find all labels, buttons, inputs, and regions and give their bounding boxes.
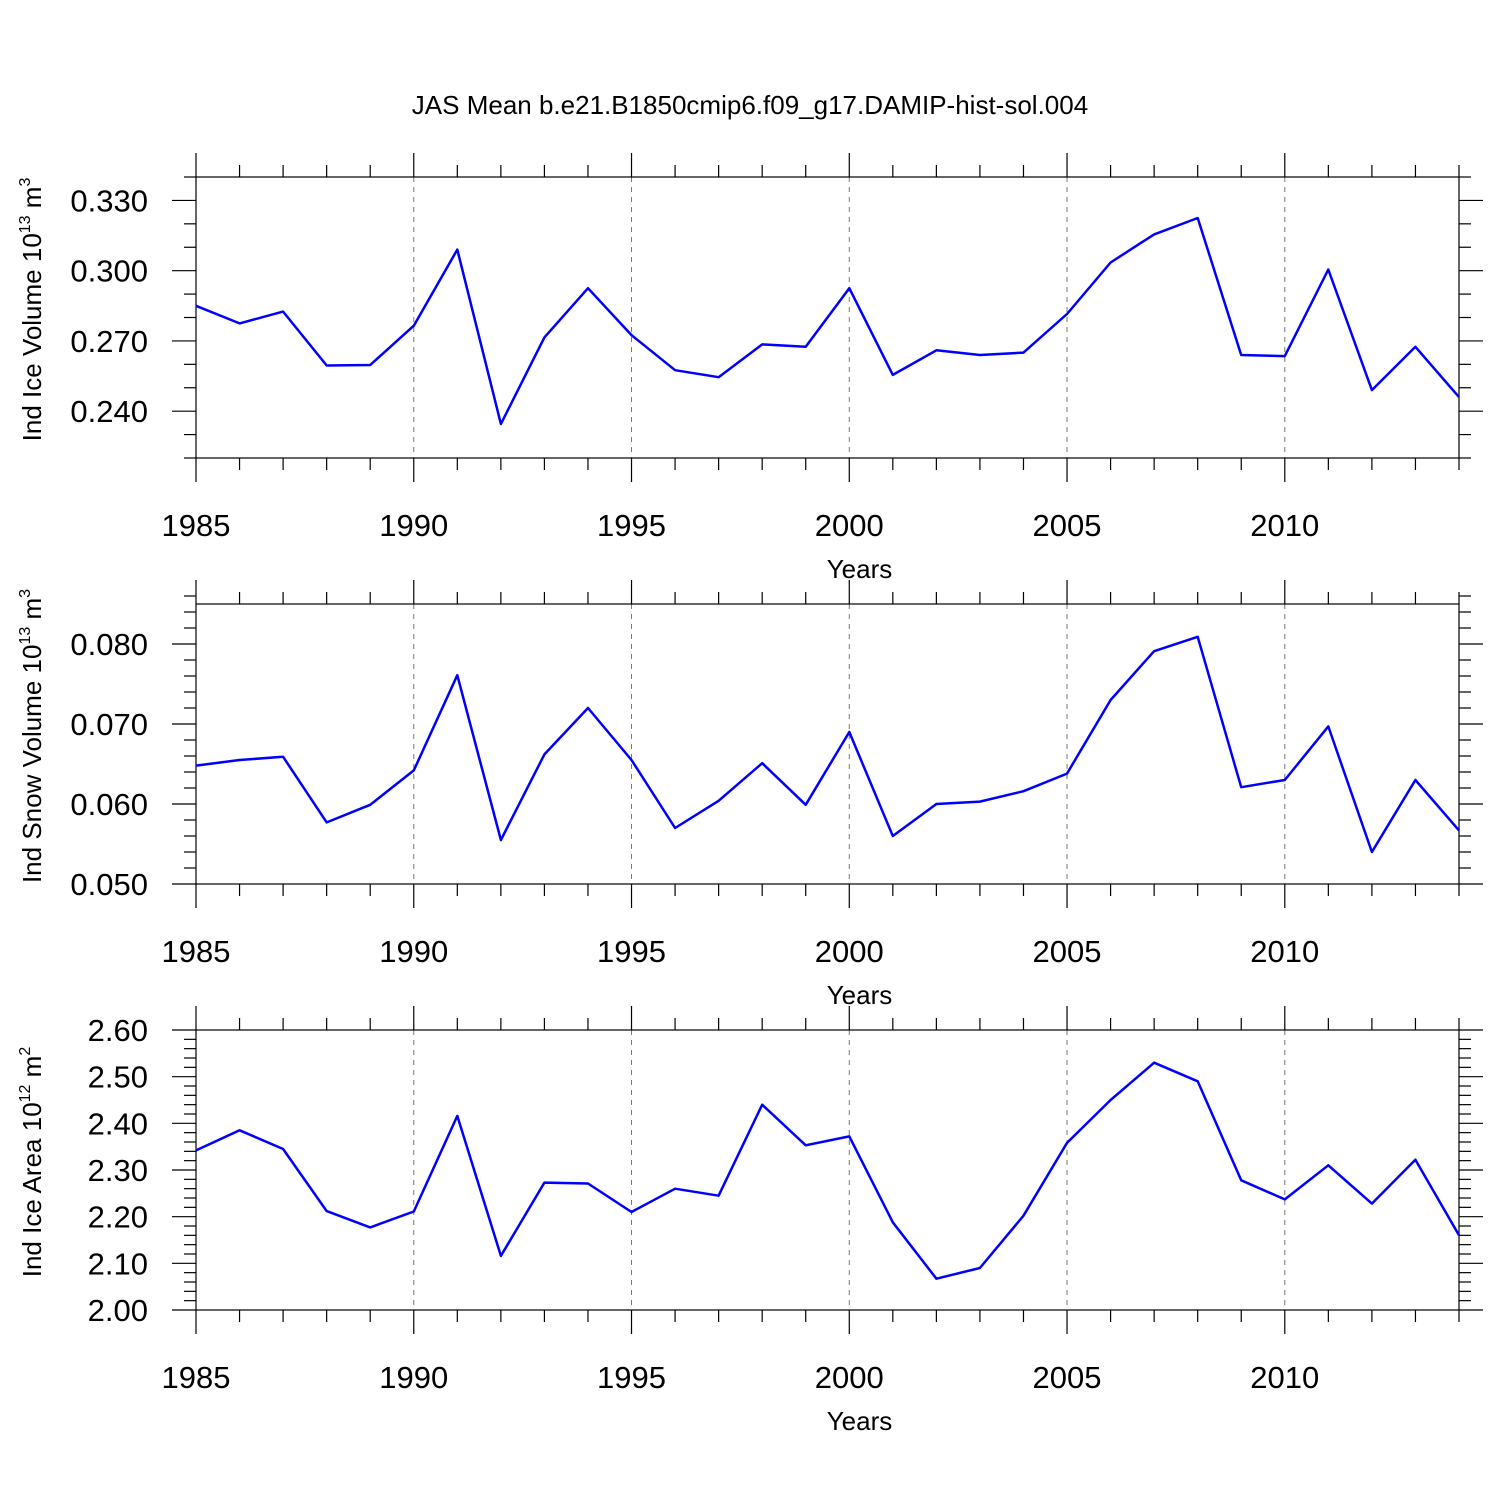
x-axis-label: Years <box>827 1406 893 1436</box>
y-tick-label: 2.30 <box>88 1153 148 1188</box>
plot-frame <box>195 1029 1460 1311</box>
y-tick-label: 0.070 <box>70 707 148 742</box>
x-tick-label: 2000 <box>815 934 884 969</box>
y-axis-label: Ind Ice Area 1012 m2 <box>17 1047 47 1278</box>
x-tick-label: 1985 <box>162 508 231 543</box>
y-tick-label: 2.40 <box>88 1106 148 1141</box>
y-axis-label-part: Ind Ice Area 10 <box>17 1102 47 1277</box>
y-tick-label: 2.60 <box>88 1013 148 1048</box>
y-axis-label-superscript: 12 <box>17 1084 34 1102</box>
y-tick-label: 2.20 <box>88 1200 148 1235</box>
panel-3: 2.00 2.10 2.20 2.30 2.40 2.50 2.60 1985 1990 1995… <box>17 1006 1483 1436</box>
panel-1: 0.240 0.270 0.300 0.330 1985 1990 1995 2000 2005… <box>17 153 1483 584</box>
y-tick-label: 2.50 <box>88 1060 148 1095</box>
y-tick-label: 0.240 <box>70 394 148 429</box>
y-axis-label: Ind Ice Volume 1013 m3 <box>17 178 47 442</box>
x-tick-label: 1995 <box>597 1360 666 1395</box>
x-tick-label: 2005 <box>1033 508 1102 543</box>
x-axis-label: Years <box>827 554 893 584</box>
x-tick-label: 2000 <box>815 1360 884 1395</box>
y-axis-label-part: m <box>17 1056 47 1085</box>
y-axis-label-part: Ind Snow Volume 10 <box>17 645 47 884</box>
y-tick-label: 0.080 <box>70 627 148 662</box>
y-tick-label: 0.300 <box>70 254 148 289</box>
x-axis-label: Years <box>827 980 893 1010</box>
x-tick-label: 2005 <box>1033 934 1102 969</box>
x-tick-label: 1990 <box>379 508 448 543</box>
y-axis-label-part: m <box>17 598 47 627</box>
x-tick-label: 2010 <box>1250 934 1319 969</box>
chart-title: JAS Mean b.e21.B1850cmip6.f09_g17.DAMIP-… <box>412 90 1088 120</box>
series-line <box>195 216 1460 426</box>
panels: 0.240 0.270 0.300 0.330 1985 1990 1995 2000 2005… <box>17 153 1483 1436</box>
x-tick-label: 1985 <box>162 934 231 969</box>
y-axis-label-superscript: 13 <box>17 627 34 645</box>
y-tick-label: 0.330 <box>70 183 148 218</box>
x-tick-label: 1990 <box>379 934 448 969</box>
y-tick-label: 0.060 <box>70 787 148 822</box>
y-tick-label: 0.270 <box>70 324 148 359</box>
x-tick-label: 1995 <box>597 508 666 543</box>
series-line <box>195 635 1460 854</box>
y-tick-label: 2.10 <box>88 1246 148 1281</box>
x-tick-label: 1985 <box>162 1360 231 1395</box>
x-tick-label: 1995 <box>597 934 666 969</box>
y-axis-label-superscript: 2 <box>17 1047 34 1056</box>
x-tick-label: 2010 <box>1250 1360 1319 1395</box>
plot-frame <box>195 603 1460 885</box>
y-tick-label: 2.00 <box>88 1293 148 1328</box>
y-tick-label: 0.050 <box>70 867 148 902</box>
y-axis-label-superscript: 13 <box>17 215 34 233</box>
series-line <box>195 1061 1461 1280</box>
x-tick-label: 2005 <box>1033 1360 1102 1395</box>
panel-2: 0.050 0.060 0.070 0.080 1985 1990 1995 2000 2005… <box>17 580 1483 1010</box>
x-tick-label: 2000 <box>815 508 884 543</box>
y-axis-label-part: m <box>17 187 47 216</box>
y-axis-label-superscript: 3 <box>17 589 34 598</box>
x-tick-label: 2010 <box>1250 508 1319 543</box>
y-axis-label-superscript: 3 <box>17 178 34 187</box>
y-axis-label-part: Ind Ice Volume 10 <box>17 233 47 441</box>
y-axis-label: Ind Snow Volume 1013 m3 <box>17 589 47 883</box>
x-tick-label: 1990 <box>379 1360 448 1395</box>
